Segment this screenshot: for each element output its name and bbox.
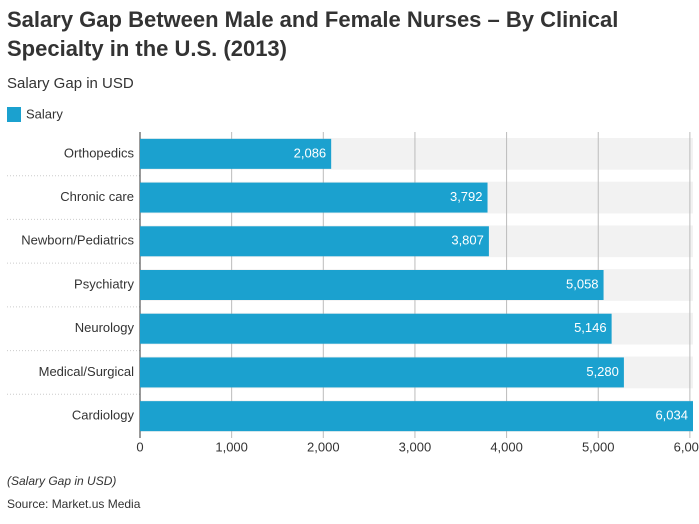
y-tick-label: Medical/Surgical bbox=[39, 364, 134, 379]
x-tick-label: 3,000 bbox=[399, 439, 432, 454]
chart-title: Salary Gap Between Male and Female Nurse… bbox=[7, 7, 618, 61]
value-label: 5,146 bbox=[574, 320, 607, 335]
value-label: 3,807 bbox=[451, 233, 484, 248]
x-tick-label: 0 bbox=[136, 439, 143, 454]
y-tick-label: Orthopedics bbox=[64, 145, 135, 160]
legend-swatch bbox=[7, 107, 21, 122]
y-tick-label: Chronic care bbox=[60, 189, 134, 204]
y-tick-label: Cardiology bbox=[72, 408, 135, 423]
chart-subtitle: Salary Gap in USD bbox=[7, 75, 134, 92]
x-tick-label: 4,000 bbox=[490, 439, 523, 454]
bar bbox=[140, 313, 612, 344]
value-label: 5,058 bbox=[566, 276, 599, 291]
y-tick-label: Neurology bbox=[75, 320, 135, 335]
value-label: 5,280 bbox=[586, 364, 619, 379]
source: Source: Market.us Media bbox=[7, 497, 141, 511]
x-tick-label: 1,000 bbox=[215, 439, 248, 454]
legend-label: Salary bbox=[26, 106, 63, 121]
bar bbox=[140, 357, 624, 388]
value-label: 2,086 bbox=[294, 145, 327, 160]
x-tick-label: 2,000 bbox=[307, 439, 340, 454]
x-tick-label: 6,000 bbox=[674, 439, 699, 454]
bar bbox=[140, 401, 693, 432]
value-label: 6,034 bbox=[655, 408, 688, 423]
note: (Salary Gap in USD) bbox=[7, 474, 116, 488]
x-tick-label: 5,000 bbox=[582, 439, 615, 454]
y-tick-label: Psychiatry bbox=[74, 276, 134, 291]
value-label: 3,792 bbox=[450, 189, 483, 204]
bar bbox=[140, 182, 488, 213]
y-tick-label: Newborn/Pediatrics bbox=[21, 233, 134, 248]
bar bbox=[140, 226, 489, 257]
bar bbox=[140, 138, 332, 169]
bar bbox=[140, 270, 604, 300]
